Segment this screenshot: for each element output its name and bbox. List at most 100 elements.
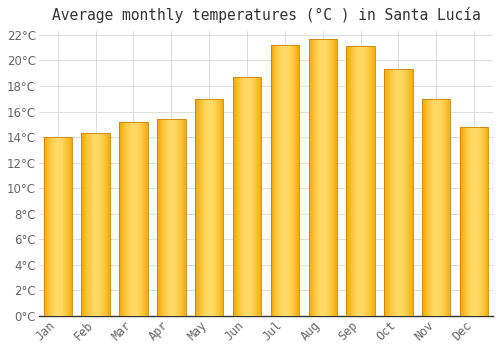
- Bar: [297, 45, 298, 316]
- Bar: [70, 137, 71, 316]
- Bar: [464, 127, 466, 316]
- Bar: [314, 39, 315, 316]
- Bar: [196, 99, 197, 316]
- Bar: [462, 127, 463, 316]
- Bar: [145, 122, 146, 316]
- Bar: [319, 39, 320, 316]
- Bar: [478, 127, 479, 316]
- Bar: [44, 137, 72, 316]
- Bar: [242, 77, 243, 316]
- Bar: [178, 119, 179, 316]
- Bar: [159, 119, 160, 316]
- Bar: [284, 45, 285, 316]
- Bar: [358, 47, 360, 316]
- Bar: [328, 39, 330, 316]
- Bar: [56, 137, 57, 316]
- Bar: [369, 47, 370, 316]
- Bar: [474, 127, 475, 316]
- Bar: [124, 122, 125, 316]
- Bar: [427, 99, 428, 316]
- Bar: [324, 39, 326, 316]
- Bar: [216, 99, 218, 316]
- Bar: [233, 77, 234, 316]
- Bar: [434, 99, 436, 316]
- Bar: [372, 47, 373, 316]
- Bar: [391, 69, 392, 316]
- Bar: [163, 119, 164, 316]
- Bar: [368, 47, 369, 316]
- Bar: [355, 47, 356, 316]
- Bar: [121, 122, 122, 316]
- Bar: [132, 122, 134, 316]
- Bar: [146, 122, 148, 316]
- Bar: [286, 45, 287, 316]
- Bar: [437, 99, 438, 316]
- Bar: [315, 39, 316, 316]
- Bar: [134, 122, 136, 316]
- Bar: [481, 127, 482, 316]
- Bar: [283, 45, 284, 316]
- Bar: [426, 99, 427, 316]
- Bar: [209, 99, 210, 316]
- Bar: [244, 77, 245, 316]
- Bar: [335, 39, 336, 316]
- Bar: [104, 133, 105, 316]
- Bar: [143, 122, 144, 316]
- Bar: [195, 99, 196, 316]
- Bar: [220, 99, 222, 316]
- Bar: [161, 119, 162, 316]
- Bar: [168, 119, 170, 316]
- Bar: [94, 133, 96, 316]
- Bar: [385, 69, 386, 316]
- Bar: [64, 137, 66, 316]
- Bar: [393, 69, 394, 316]
- Bar: [120, 122, 148, 316]
- Bar: [351, 47, 352, 316]
- Bar: [250, 77, 251, 316]
- Bar: [445, 99, 446, 316]
- Bar: [69, 137, 70, 316]
- Bar: [370, 47, 371, 316]
- Bar: [272, 45, 274, 316]
- Bar: [251, 77, 252, 316]
- Bar: [180, 119, 181, 316]
- Bar: [213, 99, 214, 316]
- Bar: [57, 137, 58, 316]
- Bar: [282, 45, 283, 316]
- Bar: [53, 137, 54, 316]
- Bar: [441, 99, 442, 316]
- Bar: [46, 137, 48, 316]
- Bar: [428, 99, 430, 316]
- Bar: [326, 39, 328, 316]
- Bar: [354, 47, 355, 316]
- Bar: [123, 122, 124, 316]
- Bar: [249, 77, 250, 316]
- Bar: [318, 39, 319, 316]
- Bar: [197, 99, 198, 316]
- Bar: [211, 99, 212, 316]
- Bar: [270, 45, 272, 316]
- Bar: [423, 99, 424, 316]
- Bar: [96, 133, 98, 316]
- Bar: [404, 69, 405, 316]
- Bar: [98, 133, 100, 316]
- Bar: [362, 47, 364, 316]
- Bar: [442, 99, 443, 316]
- Bar: [439, 99, 440, 316]
- Bar: [127, 122, 128, 316]
- Bar: [48, 137, 50, 316]
- Bar: [84, 133, 85, 316]
- Bar: [331, 39, 332, 316]
- Bar: [89, 133, 90, 316]
- Bar: [288, 45, 290, 316]
- Bar: [443, 99, 444, 316]
- Bar: [198, 99, 199, 316]
- Title: Average monthly temperatures (°C ) in Santa Lucía: Average monthly temperatures (°C ) in Sa…: [52, 7, 480, 23]
- Bar: [432, 99, 434, 316]
- Bar: [142, 122, 143, 316]
- Bar: [333, 39, 334, 316]
- Bar: [245, 77, 246, 316]
- Bar: [308, 39, 310, 316]
- Bar: [210, 99, 211, 316]
- Bar: [60, 137, 62, 316]
